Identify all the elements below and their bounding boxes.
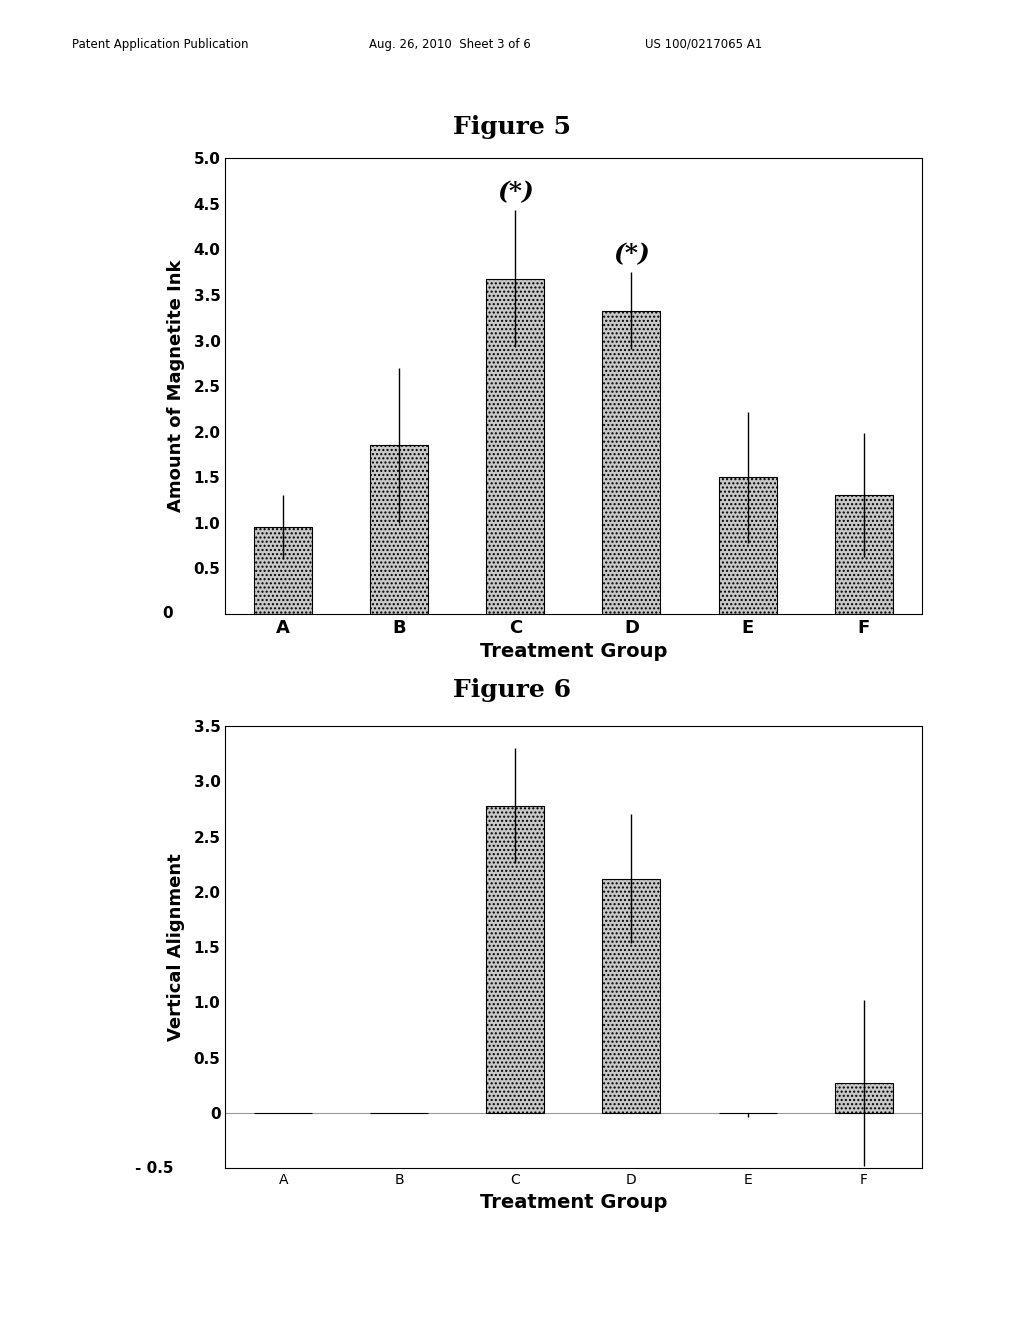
Text: Aug. 26, 2010  Sheet 3 of 6: Aug. 26, 2010 Sheet 3 of 6 [369,37,530,50]
Y-axis label: Amount of Magnetite Ink: Amount of Magnetite Ink [167,260,185,512]
Bar [719,477,776,614]
Bar [835,495,893,614]
X-axis label: Treatment Group: Treatment Group [480,1192,667,1212]
Y-axis label: Vertical Alignment: Vertical Alignment [167,853,185,1041]
Bar [371,445,428,614]
Bar [254,527,312,614]
Bar [486,805,545,1113]
Text: (*): (*) [613,242,650,265]
Text: - 0.5: - 0.5 [134,1160,173,1176]
Text: (*): (*) [497,180,534,205]
Text: US 100/0217065 A1: US 100/0217065 A1 [645,37,763,50]
Bar [602,879,660,1113]
Text: 0: 0 [163,606,173,622]
Text: Figure 5: Figure 5 [453,115,571,139]
Bar [835,1084,893,1113]
Bar [486,279,545,614]
Bar [602,310,660,614]
Text: Patent Application Publication: Patent Application Publication [72,37,248,50]
X-axis label: Treatment Group: Treatment Group [480,643,667,661]
Text: Figure 6: Figure 6 [453,678,571,702]
